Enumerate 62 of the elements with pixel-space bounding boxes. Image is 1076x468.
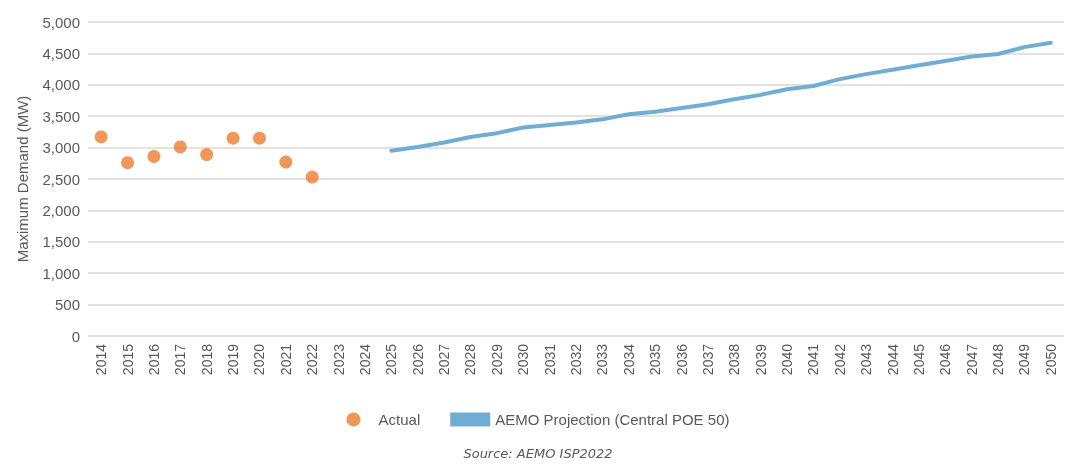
x-tick-label: 2048 [990, 343, 1007, 376]
y-tick-label: 3,000 [42, 139, 80, 157]
x-tick-label: 2029 [488, 343, 505, 376]
x-tick-label: 2035 [647, 343, 664, 376]
x-tick-label: 2024 [356, 343, 373, 376]
x-tick-label: 2016 [145, 343, 162, 376]
legend-label: AEMO Projection (Central POE 50) [495, 411, 730, 428]
x-tick-label: 2014 [93, 343, 110, 376]
x-tick-label: 2044 [884, 343, 901, 376]
x-tick-label: 2026 [409, 343, 426, 376]
x-tick-label: 2039 [752, 343, 769, 376]
x-tick-label: 2021 [277, 343, 294, 376]
point [121, 156, 135, 170]
x-tick-label: 2037 [699, 343, 716, 376]
x-tick-label: 2017 [172, 343, 189, 376]
y-tick-label: 0 [71, 327, 80, 345]
y-tick-label: 2,000 [42, 201, 80, 219]
point [305, 170, 319, 184]
y-axis-title: Maximum Demand (MW) [14, 95, 31, 263]
y-tick-label: 1,000 [42, 264, 80, 282]
point [226, 131, 240, 145]
x-tick-label: 2032 [568, 343, 584, 376]
line-series [389, 40, 1053, 153]
x-tick-label: 2033 [594, 343, 611, 376]
x-tick-label: 2040 [779, 343, 796, 376]
y-tick-label: 500 [54, 296, 80, 314]
x-tick-label: 2042 [831, 343, 848, 376]
x-tick-label: 2034 [620, 343, 637, 376]
x-tick-label: 2027 [436, 343, 453, 376]
legend-label: Actual [378, 411, 421, 428]
x-tick-label: 2038 [726, 343, 743, 376]
source-note: Source: AEMO ISP2022 [463, 446, 613, 461]
x-tick-label: 2045 [910, 343, 927, 376]
y-tick-label: 4,500 [42, 44, 80, 62]
point [252, 131, 266, 145]
x-tick-label: 2031 [541, 343, 558, 376]
y-tick-label: 1,500 [42, 233, 80, 251]
y-tick-label: 3,500 [42, 107, 80, 125]
y-tick-label: 2,500 [42, 170, 80, 188]
x-tick-label: 2018 [198, 343, 215, 376]
x-tick-label: 2049 [1016, 343, 1033, 376]
x-tick-label: 2050 [1042, 343, 1059, 376]
x-tick-label: 2019 [225, 343, 242, 376]
y-tick-label: 5,000 [42, 13, 80, 31]
x-tick-label: 2043 [858, 343, 875, 376]
x-tick-label: 2047 [963, 343, 980, 376]
x-tick-label: 2015 [119, 343, 136, 376]
point [200, 148, 214, 161]
x-tick-label: 2023 [330, 343, 347, 376]
y-tick-label: 4,000 [42, 76, 80, 94]
x-tick-label: 2025 [383, 343, 400, 376]
x-tick-label: 2028 [462, 343, 479, 376]
point [147, 149, 161, 163]
x-tick-label: 2036 [673, 343, 690, 376]
point [279, 155, 293, 169]
x-tick-label: 2030 [515, 343, 532, 376]
point [94, 130, 108, 144]
x-tick-label: 2041 [805, 343, 822, 376]
x-tick-label: 2022 [304, 343, 321, 376]
point [173, 140, 187, 154]
x-tick-label: 2046 [937, 343, 954, 376]
x-tick-label: 2020 [251, 343, 268, 376]
